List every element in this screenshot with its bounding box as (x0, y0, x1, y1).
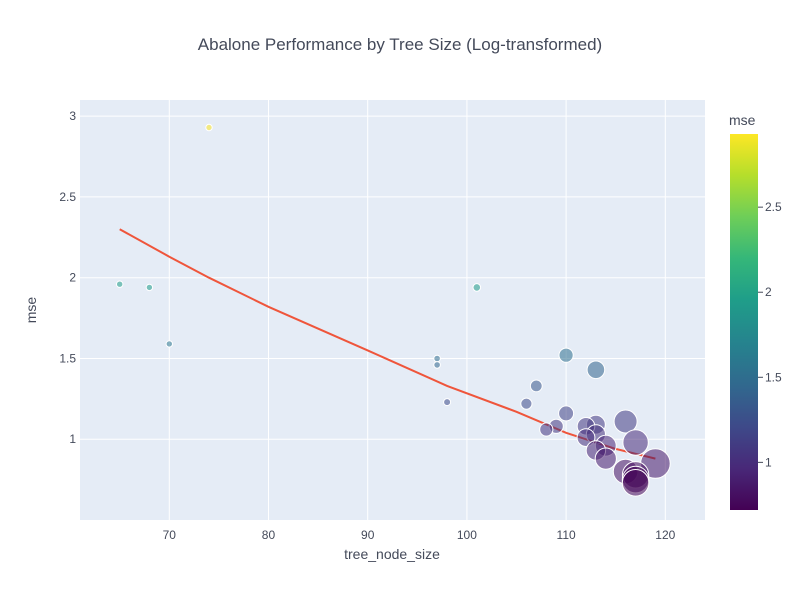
colorbar-tick-label: 1.5 (765, 370, 782, 384)
data-point (558, 347, 574, 363)
x-tick-label: 120 (655, 528, 675, 542)
data-point (613, 409, 638, 434)
data-point (621, 469, 650, 497)
colorbar-ticks: 1 1.5 2 2.5 (758, 200, 782, 469)
data-point (145, 283, 154, 292)
colorbar-title: mse (729, 112, 756, 128)
y-tick-label: 1.5 (59, 351, 76, 365)
y-axis-title: mse (23, 297, 39, 324)
y-axis-ticks: 1 1.5 2 2.5 3 (59, 109, 76, 446)
data-point (165, 340, 174, 348)
data-point (586, 360, 606, 380)
colorbar (730, 134, 758, 510)
x-tick-label: 80 (262, 528, 276, 542)
data-point (539, 422, 554, 437)
data-point (529, 379, 543, 393)
colorbar-tick-label: 2 (765, 285, 772, 299)
data-point (594, 447, 617, 470)
data-point (205, 123, 213, 132)
data-point (433, 354, 441, 363)
colorbar-tick-label: 1 (765, 455, 772, 469)
y-tick-label: 2 (69, 271, 76, 285)
data-point (622, 429, 649, 456)
x-axis-ticks: 70 80 90 100 110 120 (163, 528, 676, 542)
data-point (433, 361, 441, 369)
chart-title: Abalone Performance by Tree Size (Log-tr… (198, 35, 602, 54)
points-layer (116, 123, 671, 497)
data-point (116, 280, 124, 288)
data-point (558, 405, 575, 422)
y-tick-label: 2.5 (59, 190, 76, 204)
x-tick-label: 110 (557, 528, 576, 542)
colorbar-tick-label: 2.5 (765, 200, 782, 214)
data-point (520, 397, 533, 410)
data-point (472, 283, 482, 292)
x-tick-label: 70 (163, 528, 177, 542)
x-tick-label: 100 (457, 528, 477, 542)
x-tick-label: 90 (361, 528, 375, 542)
x-axis-title: tree_node_size (344, 546, 440, 562)
y-tick-label: 1 (69, 432, 76, 446)
data-point (443, 398, 452, 407)
y-tick-label: 3 (69, 109, 76, 123)
